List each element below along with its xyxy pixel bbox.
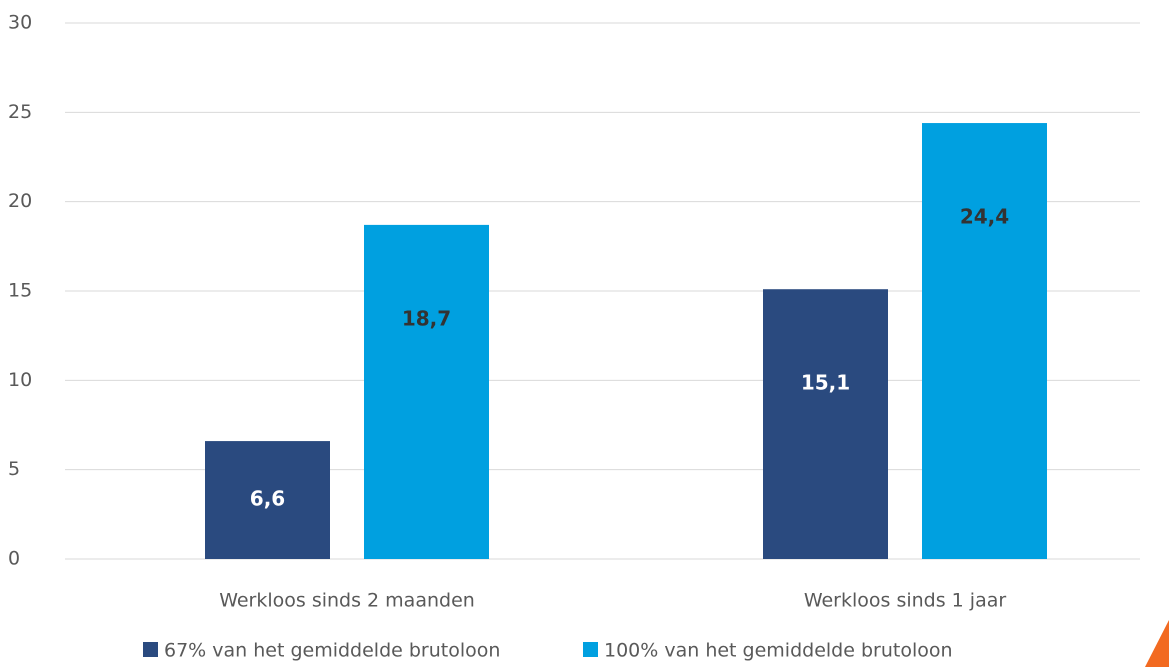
y-tick-label: 5 <box>8 458 20 480</box>
y-tick-label: 0 <box>8 548 20 570</box>
y-tick-label: 15 <box>8 280 32 302</box>
y-tick-label: 10 <box>8 369 32 391</box>
x-tick-label: Werkloos sinds 1 jaar <box>804 590 1007 612</box>
legend-swatch <box>143 642 158 657</box>
bar <box>205 441 330 559</box>
y-tick-label: 30 <box>8 12 32 34</box>
corner-decoration <box>1145 620 1169 667</box>
x-tick-label: Werkloos sinds 2 maanden <box>219 590 475 612</box>
value-label: 6,6 <box>250 487 285 511</box>
value-label: 24,4 <box>960 205 1009 229</box>
bar <box>922 123 1047 559</box>
legend-swatch <box>583 642 598 657</box>
value-label: 15,1 <box>801 371 850 395</box>
bar <box>364 224 489 560</box>
value-label: 18,7 <box>402 306 451 330</box>
y-tick-label: 20 <box>8 190 32 212</box>
legend-label: 100% van het gemiddelde brutoloon <box>604 640 953 662</box>
y-tick-label: 25 <box>8 101 32 123</box>
bar <box>763 289 888 559</box>
legend-label: 67% van het gemiddelde brutoloon <box>164 640 500 662</box>
